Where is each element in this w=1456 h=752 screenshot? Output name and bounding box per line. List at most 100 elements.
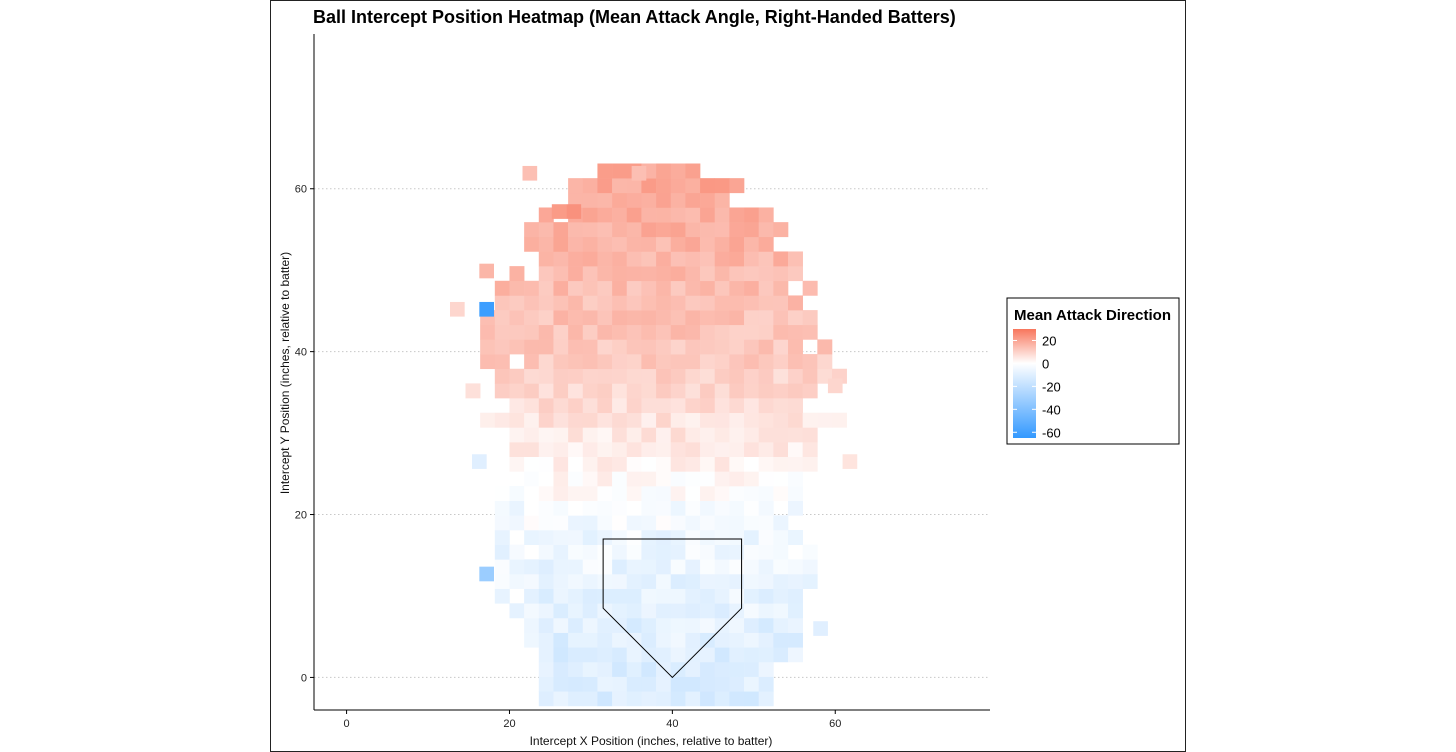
heatmap-cell bbox=[817, 354, 833, 370]
heatmap-cell bbox=[553, 398, 569, 414]
heatmap-cell bbox=[700, 442, 716, 458]
heatmap-cell bbox=[788, 486, 803, 501]
heatmap-cell bbox=[714, 588, 730, 604]
heatmap-cell bbox=[551, 204, 567, 219]
heatmap-cell bbox=[758, 632, 774, 648]
heatmap-cell bbox=[553, 427, 569, 443]
heatmap-cell bbox=[656, 442, 672, 458]
heatmap-cell bbox=[700, 676, 716, 692]
heatmap-cell bbox=[582, 573, 598, 589]
heatmap-cell bbox=[568, 603, 584, 619]
heatmap-cell bbox=[494, 354, 510, 370]
heatmap-cell bbox=[524, 427, 540, 443]
heatmap-cell bbox=[568, 471, 584, 487]
x-tick-label: 40 bbox=[666, 718, 678, 730]
heatmap-cell bbox=[788, 339, 803, 355]
heatmap-cell bbox=[656, 617, 672, 633]
heatmap-cell bbox=[641, 236, 657, 252]
heatmap-cell bbox=[631, 165, 647, 181]
heatmap-cell bbox=[641, 368, 657, 384]
heatmap-cell bbox=[714, 603, 730, 619]
heatmap-cell bbox=[612, 471, 628, 487]
heatmap-cell bbox=[714, 310, 730, 326]
heatmap-cell bbox=[538, 530, 554, 545]
heatmap-cell bbox=[802, 573, 818, 589]
heatmap-cell bbox=[758, 691, 774, 707]
heatmap-cell bbox=[582, 368, 598, 384]
heatmap-cell bbox=[538, 442, 554, 458]
home-plate-outline bbox=[602, 538, 743, 679]
heatmap-cell bbox=[670, 647, 686, 663]
heatmap-cell bbox=[626, 603, 642, 619]
heatmap-cell bbox=[568, 266, 584, 282]
chart-title: Ball Intercept Position Heatmap (Mean At… bbox=[313, 7, 956, 27]
heatmap-cell bbox=[597, 163, 613, 179]
legend-label: 0 bbox=[1042, 356, 1049, 371]
heatmap-cell bbox=[714, 661, 730, 677]
heatmap-cell bbox=[788, 295, 803, 311]
heatmap-cell bbox=[524, 295, 540, 311]
heatmap-cell bbox=[670, 398, 686, 414]
heatmap-cell bbox=[744, 500, 759, 516]
heatmap-cell bbox=[670, 676, 686, 692]
heatmap-cell bbox=[568, 354, 584, 370]
heatmap-cell bbox=[656, 266, 672, 282]
heatmap-cell bbox=[612, 207, 628, 223]
heatmap-cell bbox=[744, 573, 759, 589]
heatmap-cell bbox=[670, 427, 686, 443]
heatmap-cell bbox=[656, 398, 672, 414]
heatmap-cell bbox=[656, 280, 672, 296]
heatmap-cell bbox=[509, 456, 525, 472]
heatmap-cell bbox=[509, 310, 525, 326]
heatmap-cell bbox=[729, 368, 745, 384]
heatmap-cell bbox=[758, 559, 774, 575]
heatmap-cell bbox=[641, 603, 657, 619]
heatmap-cell bbox=[685, 383, 701, 399]
heatmap-cell bbox=[773, 544, 789, 560]
heatmap-cell bbox=[597, 442, 613, 458]
heatmap-cell bbox=[582, 251, 598, 267]
heatmap-cell bbox=[802, 280, 818, 296]
heatmap-cell bbox=[597, 456, 613, 472]
heatmap-cell bbox=[597, 222, 613, 238]
heatmap-cell bbox=[744, 544, 759, 560]
heatmap-cell bbox=[597, 310, 613, 326]
heatmap-cell bbox=[700, 603, 716, 619]
heatmap-cell bbox=[744, 412, 759, 428]
heatmap-cell bbox=[626, 617, 642, 633]
legend-label: -20 bbox=[1042, 379, 1061, 394]
heatmap-cell bbox=[714, 676, 730, 692]
heatmap-cell bbox=[538, 544, 554, 560]
heatmap-cell bbox=[729, 515, 745, 531]
heatmap-cell bbox=[612, 442, 628, 458]
heatmap-cell bbox=[626, 500, 642, 516]
heatmap-cell bbox=[597, 676, 613, 692]
heatmap-cell bbox=[758, 544, 774, 560]
heatmap-cell bbox=[568, 691, 584, 707]
heatmap-cell bbox=[626, 354, 642, 370]
heatmap-cell bbox=[744, 368, 759, 384]
heatmap-cell bbox=[685, 471, 701, 487]
heatmap-cell bbox=[524, 222, 540, 238]
heatmap-cell bbox=[538, 471, 554, 487]
heatmap-cell bbox=[626, 661, 642, 677]
heatmap-cell bbox=[568, 368, 584, 384]
heatmap-cell bbox=[641, 383, 657, 399]
heatmap-cell bbox=[524, 603, 540, 619]
heatmap-cell bbox=[509, 412, 525, 428]
heatmap-cell bbox=[597, 398, 613, 414]
heatmap-cell bbox=[612, 398, 628, 414]
heatmap-cell bbox=[509, 603, 525, 619]
heatmap-cell bbox=[729, 632, 745, 648]
heatmap-cell bbox=[641, 192, 657, 208]
heatmap-cell bbox=[700, 295, 716, 311]
heatmap-cell bbox=[553, 266, 569, 282]
heatmap-cell bbox=[626, 236, 642, 252]
heatmap-cell bbox=[656, 544, 672, 560]
heatmap-cell bbox=[568, 617, 584, 633]
heatmap-cell bbox=[758, 295, 774, 311]
heatmap-cell bbox=[685, 354, 701, 370]
heatmap-cell bbox=[729, 617, 745, 633]
heatmap-cell bbox=[729, 354, 745, 370]
heatmap-cell bbox=[729, 691, 745, 707]
